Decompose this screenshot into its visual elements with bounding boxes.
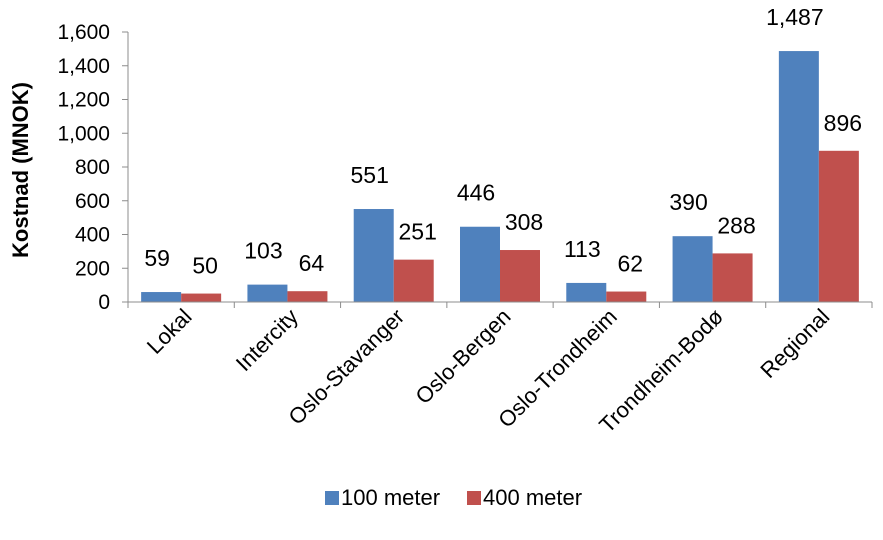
bar (712, 253, 753, 302)
bar (247, 284, 288, 302)
bar (141, 292, 182, 302)
data-label: 251 (399, 219, 437, 245)
y-axis-ticks: 0 200 400 600 800 1,000 1,200 1,400 1,600 (57, 21, 128, 314)
data-label: 308 (505, 209, 543, 235)
legend-swatch (467, 491, 481, 505)
bars (141, 51, 859, 302)
bar (566, 282, 607, 302)
data-label: 288 (717, 212, 755, 238)
bar (778, 51, 819, 302)
bar (672, 236, 713, 302)
data-label: 896 (824, 110, 862, 136)
x-category-label: Lokal (142, 304, 197, 359)
bar (287, 291, 328, 302)
y-tick-label: 1,400 (57, 55, 110, 78)
x-category-label: Intercity (231, 304, 303, 376)
y-tick-label: 800 (75, 156, 110, 179)
y-tick-label: 1,200 (57, 89, 110, 112)
data-label: 390 (669, 189, 707, 215)
axes (127, 32, 873, 308)
data-label: 446 (457, 180, 495, 206)
bar (500, 250, 540, 302)
data-label: 113 (564, 236, 601, 262)
x-category-label: Oslo-Stavanger (283, 304, 409, 430)
y-tick-label: 1,600 (57, 21, 110, 44)
data-label: 64 (299, 250, 325, 276)
bar (181, 293, 222, 302)
data-label: 551 (351, 162, 389, 188)
bar (460, 226, 500, 302)
data-label: 103 (244, 238, 282, 264)
y-tick-label: 1,000 (57, 122, 110, 145)
bar (818, 150, 859, 302)
y-tick-label: 200 (75, 257, 110, 280)
legend: 100 meter 400 meter (325, 485, 582, 510)
y-tick-label: 0 (98, 291, 110, 314)
data-label: 59 (144, 245, 170, 271)
y-tick-label: 600 (75, 190, 110, 213)
data-label: 1,487 (766, 4, 824, 30)
legend-label: 100 meter (341, 485, 440, 510)
legend-label: 400 meter (483, 485, 582, 510)
data-label: 62 (617, 251, 643, 277)
data-labels: 59 50 103 64 551 251 446 308 113 62 390 288 1,487 896 (144, 4, 862, 278)
y-axis-label: Kostnad (MNOK) (8, 82, 33, 258)
bar (353, 209, 394, 302)
x-category-label: Regional (755, 304, 834, 383)
bar (606, 291, 647, 302)
data-label: 50 (192, 253, 218, 279)
y-tick-label: 400 (75, 224, 110, 247)
x-category-label: Oslo-Bergen (411, 304, 516, 409)
legend-swatch (325, 491, 339, 505)
bar (393, 259, 434, 302)
